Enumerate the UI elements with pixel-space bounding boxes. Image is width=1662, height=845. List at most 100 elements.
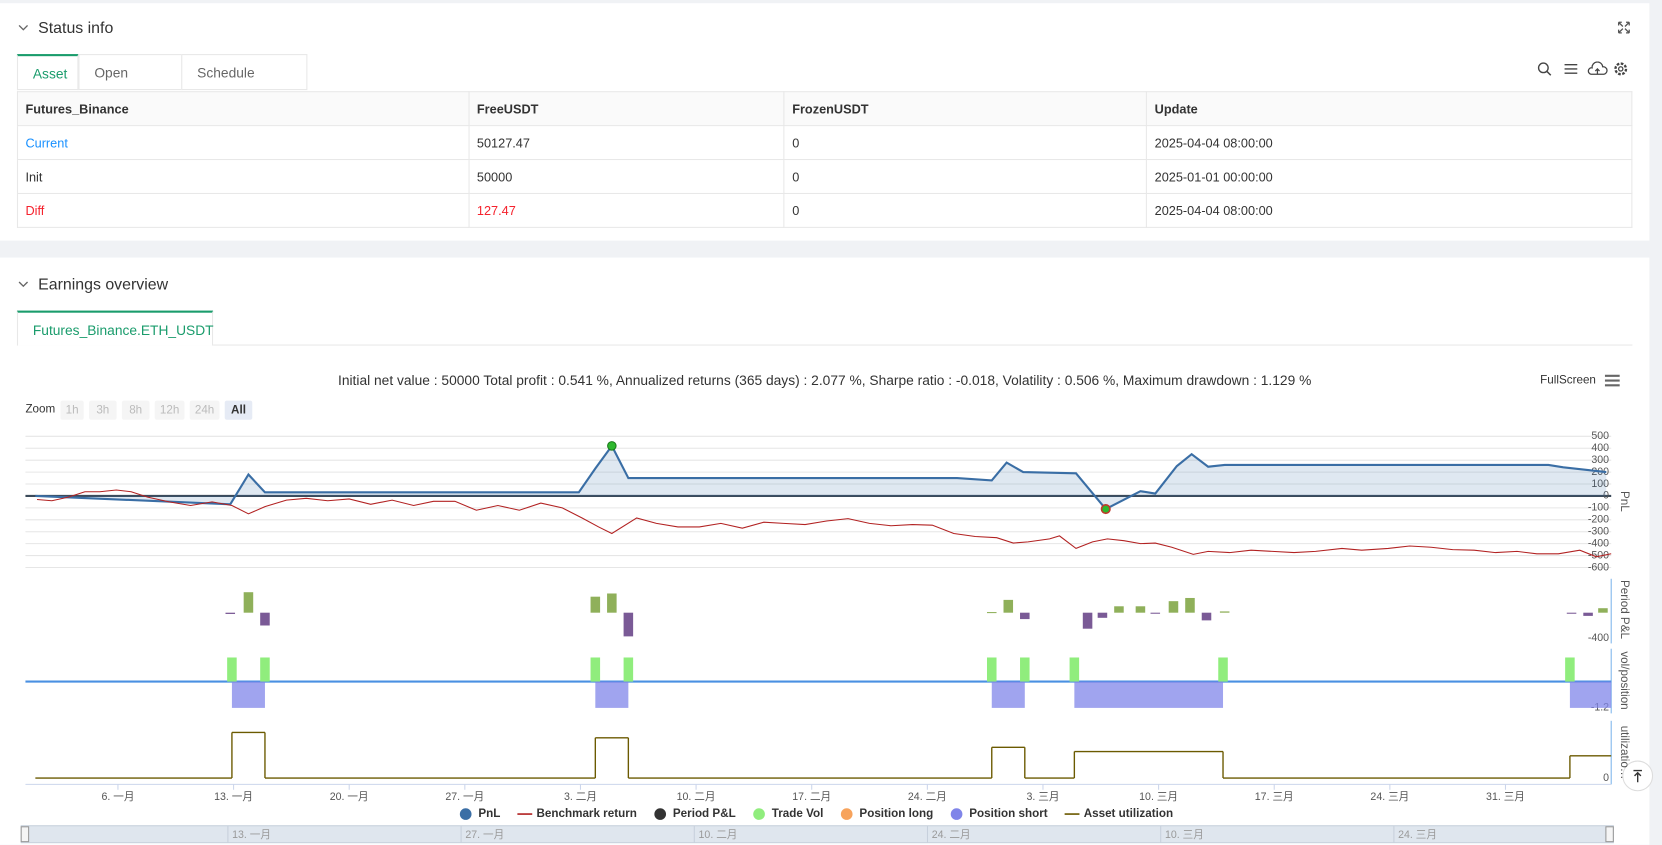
legend-item[interactable]: Period P&L: [654, 807, 735, 820]
x-tick-label: 24. 二月: [908, 791, 947, 803]
table-cell: Current: [17, 126, 468, 160]
y-tick-label: 400: [1591, 442, 1609, 454]
legend-item[interactable]: Asset utilization: [1065, 807, 1173, 820]
legend-label: Period P&L: [673, 807, 736, 820]
y-axis-title: PnL: [1618, 491, 1631, 512]
navigator-label: 24. 三月: [1398, 829, 1437, 841]
legend-label: Position short: [969, 807, 1047, 820]
header-row: Futures_BinanceFreeUSDTFrozenUSDTUpdate: [17, 92, 1631, 126]
x-tick-label: 17. 三月: [1255, 791, 1294, 803]
navigator-handle[interactable]: [21, 827, 28, 842]
y-axis-title: utilizatio…: [1618, 726, 1631, 780]
table-cell: 0: [784, 193, 1146, 227]
navigator-label: 24. 二月: [932, 829, 971, 841]
bar: [260, 613, 270, 626]
bar: [1218, 657, 1228, 681]
legend-item[interactable]: Benchmark return: [517, 807, 636, 820]
tab-divider: [17, 344, 1632, 345]
position-area: [992, 682, 1025, 708]
y-tick-label: -100: [1588, 502, 1609, 514]
bar: [1151, 613, 1161, 614]
bar: [1567, 613, 1577, 614]
bar: [607, 593, 617, 612]
bar: [1136, 606, 1146, 612]
tab[interactable]: Schedule orders: [181, 54, 307, 90]
header-cell: Futures_Binance: [17, 92, 468, 126]
y-tick-label: -200: [1588, 514, 1609, 526]
bar: [1098, 613, 1108, 618]
bar: [1004, 600, 1014, 613]
navigator-label: 10. 三月: [1165, 829, 1204, 841]
legend-symbol: [841, 808, 853, 820]
chart: PnL-600-500-400-300-200-1000100200300400…: [0, 350, 1662, 845]
legend-item[interactable]: PnL: [460, 807, 501, 820]
x-tick-label: 6. 一月: [101, 791, 134, 803]
table-cell: 50000: [469, 160, 784, 194]
collapse-icon[interactable]: [17, 21, 30, 34]
legend: PnL Benchmark return Period P&L Trade Vol Po…: [460, 807, 1173, 820]
bar: [1020, 657, 1030, 681]
bar: [244, 592, 254, 612]
tab[interactable]: Asset: [17, 54, 78, 90]
navigator-label: 13. 一月: [232, 829, 271, 841]
min-marker: [1101, 505, 1109, 513]
bar: [987, 612, 997, 613]
x-tick-label: 3. 三月: [1026, 791, 1059, 803]
legend-symbol: [753, 808, 765, 820]
header-cell: FreeUSDT: [469, 92, 784, 126]
tab[interactable]: Futures_Binance.ETH_USDT: [17, 311, 213, 346]
y-tick-label: 0: [1603, 772, 1609, 784]
earnings-title: Earnings overview: [38, 276, 168, 294]
collapse-icon[interactable]: [17, 278, 30, 291]
position-area: [232, 682, 265, 708]
table-row: Init5000002025-01-01 00:00:00: [17, 160, 1631, 194]
legend-item[interactable]: Position short: [951, 807, 1048, 820]
max-marker: [608, 442, 616, 450]
y-tick-label: -500: [1588, 549, 1609, 561]
x-tick-label: 20. 一月: [330, 791, 369, 803]
y-tick-label: 500: [1591, 430, 1609, 442]
table-cell: 2025-04-04 08:00:00: [1147, 126, 1632, 160]
benchmark-line: [37, 490, 1611, 557]
legend-label: Asset utilization: [1084, 807, 1173, 820]
x-tick-label: 17. 二月: [792, 791, 831, 803]
legend-item[interactable]: Position long: [841, 807, 933, 820]
table-cell: 2025-04-04 08:00:00: [1147, 193, 1632, 227]
legend-item[interactable]: Trade Vol: [753, 807, 823, 820]
bar: [1020, 613, 1030, 619]
expand-icon[interactable]: [1618, 21, 1631, 34]
y-tick-label: -400: [1588, 537, 1609, 549]
y-tick-label: -600: [1588, 561, 1609, 573]
position-area: [595, 682, 628, 708]
y-axis-title: vol/position: [1618, 651, 1631, 709]
table-cell: 0: [784, 126, 1146, 160]
legend-label: PnL: [478, 807, 500, 820]
bar: [1114, 606, 1124, 612]
tab[interactable]: Open orders: [78, 54, 182, 90]
bar: [1583, 613, 1593, 616]
toolbar-icons[interactable]: [1537, 61, 1632, 78]
bar: [1565, 657, 1575, 681]
header-cell: FrozenUSDT: [784, 92, 1146, 126]
header-cell: Update: [1147, 92, 1632, 126]
bar: [1070, 657, 1080, 681]
legend-symbol: [460, 808, 472, 820]
x-tick-label: 24. 三月: [1370, 791, 1409, 803]
legend-label: Benchmark return: [536, 807, 636, 820]
x-tick-label: 10. 三月: [1139, 791, 1178, 803]
y-tick-label: -400: [1588, 632, 1609, 644]
bar: [591, 597, 601, 613]
x-tick-label: 10. 二月: [677, 791, 716, 803]
table-row: Current50127.4702025-04-04 08:00:00: [17, 126, 1631, 160]
legend-symbol: [654, 808, 666, 820]
bar: [1220, 611, 1230, 612]
navigator-handle[interactable]: [1606, 827, 1613, 842]
legend-symbol: [951, 808, 963, 820]
bar: [987, 657, 997, 681]
x-tick-label: 13. 一月: [214, 791, 253, 803]
y-axis-title: Period P&L: [1618, 580, 1631, 639]
bar: [1185, 598, 1195, 613]
bar: [624, 613, 634, 637]
